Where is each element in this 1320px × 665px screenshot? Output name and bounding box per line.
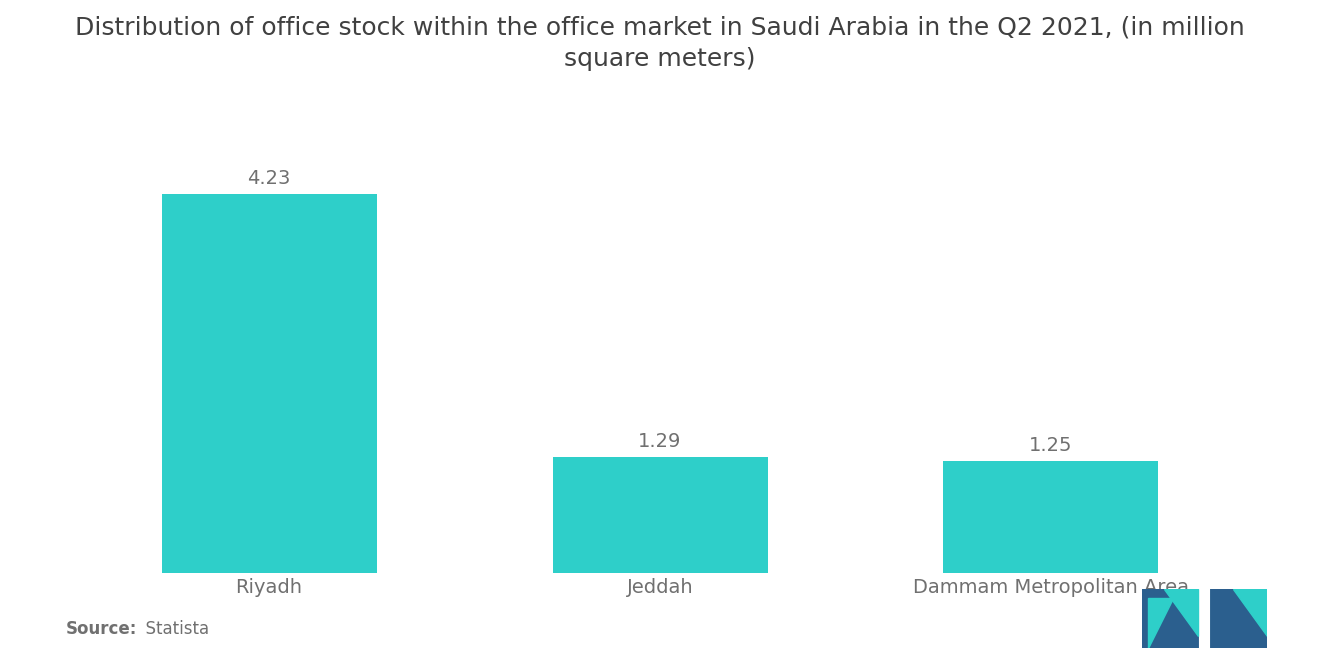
Bar bbox=[553, 458, 767, 573]
Text: 1.29: 1.29 bbox=[639, 432, 681, 451]
Text: 4.23: 4.23 bbox=[247, 169, 290, 188]
Bar bbox=[944, 461, 1159, 573]
Text: Statista: Statista bbox=[135, 620, 209, 638]
Text: 1.25: 1.25 bbox=[1030, 436, 1073, 455]
Polygon shape bbox=[1210, 589, 1267, 648]
Text: Source:: Source: bbox=[66, 620, 137, 638]
Bar bbox=[161, 194, 376, 573]
Polygon shape bbox=[1164, 589, 1199, 636]
Polygon shape bbox=[1233, 589, 1267, 636]
Title: Distribution of office stock within the office market in Saudi Arabia in the Q2 : Distribution of office stock within the … bbox=[75, 15, 1245, 70]
Polygon shape bbox=[1142, 589, 1199, 648]
Polygon shape bbox=[1148, 597, 1173, 648]
